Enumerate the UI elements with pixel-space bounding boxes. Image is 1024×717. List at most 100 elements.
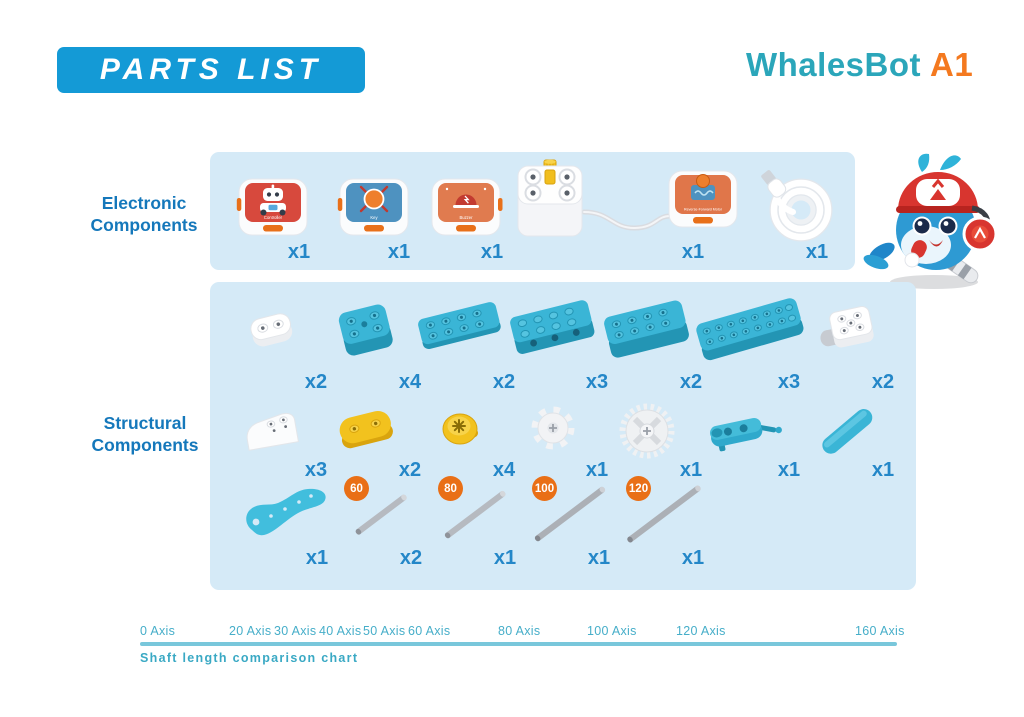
quantity-label: x4 [492, 459, 516, 481]
part-item-buzzer: Buzzer x1 [421, 160, 511, 264]
shaft-80-icon [444, 490, 506, 539]
teal-crank-handle-icon [709, 417, 782, 452]
part-item: x3 [693, 298, 804, 394]
quantity-label: x3 [777, 371, 801, 393]
part-item-key: Key x1 [329, 160, 419, 264]
part-item-usb-cable: x1 [761, 160, 852, 264]
white-1x2-plate-icon [250, 313, 293, 347]
whalesbot-mascot-icon [863, 153, 998, 289]
axis-line [140, 642, 897, 646]
white-wedge-block-icon [246, 412, 299, 451]
teal-2x2-block-icon [338, 304, 393, 356]
quantity-label: x4 [398, 371, 422, 393]
quantity-label: x2 [304, 371, 328, 393]
axis-tick-label: 40 Axis [319, 624, 362, 638]
axis-tick-label: 20 Axis [229, 624, 272, 638]
quantity-label: x2 [492, 371, 516, 393]
axis-tick-label: 120 Axis [676, 624, 726, 638]
structural-section-label: Structural Components [91, 413, 199, 455]
white-crown-gear-icon [619, 403, 675, 459]
quantity-label: x1 [305, 547, 329, 569]
svg-text:Reverse-Forward Motor: Reverse-Forward Motor [684, 208, 723, 212]
part-item: x2 [599, 298, 702, 394]
axis-tick-label: 0 Axis [140, 624, 176, 638]
teal-2x4-plate-icon [418, 302, 501, 350]
quantity-label: x1 [777, 459, 801, 481]
part-item: x2 [799, 298, 895, 394]
brand-name: WhalesBot [746, 46, 922, 83]
part-item: x1 [240, 478, 336, 570]
shaft-120-icon [627, 485, 701, 543]
yellow-pulley-icon [442, 413, 478, 445]
model-name: A1 [930, 46, 974, 83]
usb-cable-icon [761, 170, 833, 242]
white-axle-block-icon [820, 306, 874, 348]
part-item: x1 [799, 400, 895, 482]
part-item-controller: Controller x1 [228, 160, 318, 264]
quantity-label: x2 [871, 371, 895, 393]
quantity-label: x1 [679, 459, 703, 481]
quantity-label: x1 [493, 547, 517, 569]
quantity-label: x3 [585, 371, 609, 393]
quantity-label: x1 [805, 241, 829, 263]
electronic-components-panel: Controller x1 Key x1 [210, 152, 855, 270]
quantity-label: x1 [387, 241, 411, 263]
controller-block-icon: Controller [236, 178, 308, 236]
part-item: x1 [693, 400, 801, 482]
part-item: 60 x2 [334, 476, 430, 570]
yellow-round-plate-icon [339, 410, 393, 449]
svg-text:Key: Key [370, 215, 378, 220]
quantity-label: x2 [679, 371, 703, 393]
shaft-60-icon [355, 494, 407, 535]
quantity-label: x1 [287, 241, 311, 263]
axis-caption: Shaft length comparison chart [140, 650, 359, 665]
quantity-label: x1 [681, 241, 705, 263]
part-item: 80 x1 [428, 476, 524, 570]
shaft-length-chart: 0 Axis 20 Axis 30 Axis 40 Axis 50 Axis 60 Axi… [140, 624, 904, 665]
part-item: x4 [318, 298, 421, 394]
part-item: x1 [505, 400, 608, 482]
shaft-100-icon [534, 486, 606, 542]
buzzer-block-icon: Buzzer [431, 178, 503, 236]
quantity-label: x1 [585, 459, 609, 481]
quantity-label: x1 [871, 459, 895, 481]
axis-tick-label: 50 Axis [363, 624, 406, 638]
teal-2x4-brick-icon [604, 300, 689, 358]
part-item: x1 [599, 400, 702, 482]
axis-tick-label: 30 Axis [274, 624, 317, 638]
axis-tick-label: 100 Axis [587, 624, 637, 638]
shaft-length-badge: 120 [626, 476, 651, 501]
teal-2x8-brick-icon [696, 298, 804, 361]
quantity-label: x2 [398, 459, 422, 481]
axis-ticks: 0 Axis 20 Axis 30 Axis 40 Axis 50 Axis 60 Axi… [140, 624, 904, 641]
teal-2x4-block-side-holes-icon [510, 300, 595, 354]
part-item: 120 x1 [616, 476, 712, 570]
teal-round-beam-icon [822, 409, 873, 454]
part-item-motor-assembly: Reverse-Forward Motor x1 [510, 154, 740, 264]
white-pinion-gear-icon [531, 406, 575, 450]
quantity-label: x1 [480, 241, 504, 263]
page-title: PARTS LIST [99, 53, 323, 86]
svg-text:Buzzer: Buzzer [459, 215, 473, 220]
key-block-icon: Key [337, 178, 409, 236]
shaft-length-badge: 60 [344, 476, 369, 501]
brand-logo: WhalesBot A1 [746, 46, 973, 84]
quantity-label: x1 [681, 547, 705, 569]
page-title-banner: PARTS LIST [57, 47, 365, 93]
motor-with-cable-icon: Reverse-Forward Motor [517, 159, 738, 237]
structural-components-panel: x2 x4 [210, 282, 916, 590]
axis-tick-label: 160 Axis [855, 624, 905, 638]
shaft-length-badge: 100 [532, 476, 557, 501]
teal-fin-icon [246, 488, 326, 536]
part-item: x2 [224, 298, 327, 394]
quantity-label: x2 [399, 547, 423, 569]
part-item: x3 [505, 298, 608, 394]
axis-tick-label: 80 Axis [498, 624, 541, 638]
svg-text:Controller: Controller [264, 215, 283, 220]
part-item: x4 [412, 400, 515, 482]
part-item: x3 [224, 400, 327, 482]
electronic-section-label: Electronic Components [90, 193, 198, 235]
part-item: 100 x1 [522, 476, 618, 570]
axis-tick-label: 60 Axis [408, 624, 451, 638]
